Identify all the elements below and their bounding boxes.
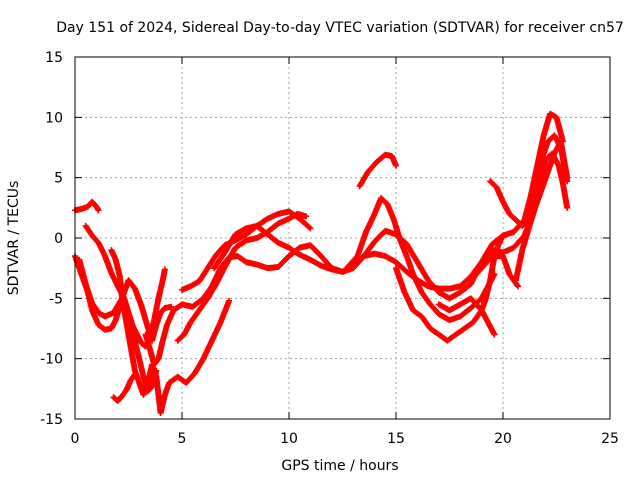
data-point	[306, 224, 313, 231]
y-tick-label: 10	[45, 110, 63, 126]
axis-ticks: 0 5 10 15 20 25 -15 -10 -5 0 5 10 15	[40, 50, 619, 447]
series-arc-15	[467, 253, 521, 290]
chart-title: Day 151 of 2024, Sidereal Day-to-day VTE…	[56, 20, 624, 36]
y-tick-label: -15	[40, 412, 63, 428]
series-arc-8	[174, 210, 310, 344]
data-point	[500, 232, 506, 239]
x-tick-label: 10	[280, 431, 298, 447]
data-point	[564, 174, 571, 181]
series-arc-12	[356, 151, 399, 190]
data-point	[393, 162, 399, 169]
data-point	[564, 204, 571, 211]
data-series	[72, 110, 571, 416]
y-axis-label: SDTVAR / TECUs	[6, 181, 22, 296]
data-point	[491, 331, 498, 338]
series-arc-14	[435, 295, 498, 338]
y-tick-label: 0	[54, 231, 63, 247]
series-arc-4	[82, 222, 168, 350]
data-point	[131, 371, 138, 378]
series-arc-1	[72, 198, 102, 214]
data-point	[168, 303, 175, 310]
series-arc-10	[211, 110, 566, 302]
y-tick-label: 5	[54, 171, 63, 187]
y-tick-label: -10	[40, 352, 63, 368]
series-arc-17	[512, 138, 571, 284]
y-tick-label: -5	[49, 291, 63, 307]
data-point	[303, 213, 310, 220]
y-tick-label: 15	[45, 50, 63, 66]
x-tick-label: 5	[178, 431, 187, 447]
x-tick-label: 20	[494, 431, 512, 447]
series-arc-6	[110, 371, 138, 404]
data-point	[226, 297, 233, 304]
x-tick-label: 0	[71, 431, 80, 447]
x-tick-label: 25	[601, 431, 619, 447]
series-arc-5	[108, 247, 233, 416]
data-point	[514, 283, 521, 290]
data-point	[95, 207, 102, 214]
data-point	[161, 266, 168, 273]
x-tick-label: 15	[387, 431, 405, 447]
data-point	[307, 225, 314, 232]
x-axis-label: GPS time / hours	[281, 458, 398, 474]
